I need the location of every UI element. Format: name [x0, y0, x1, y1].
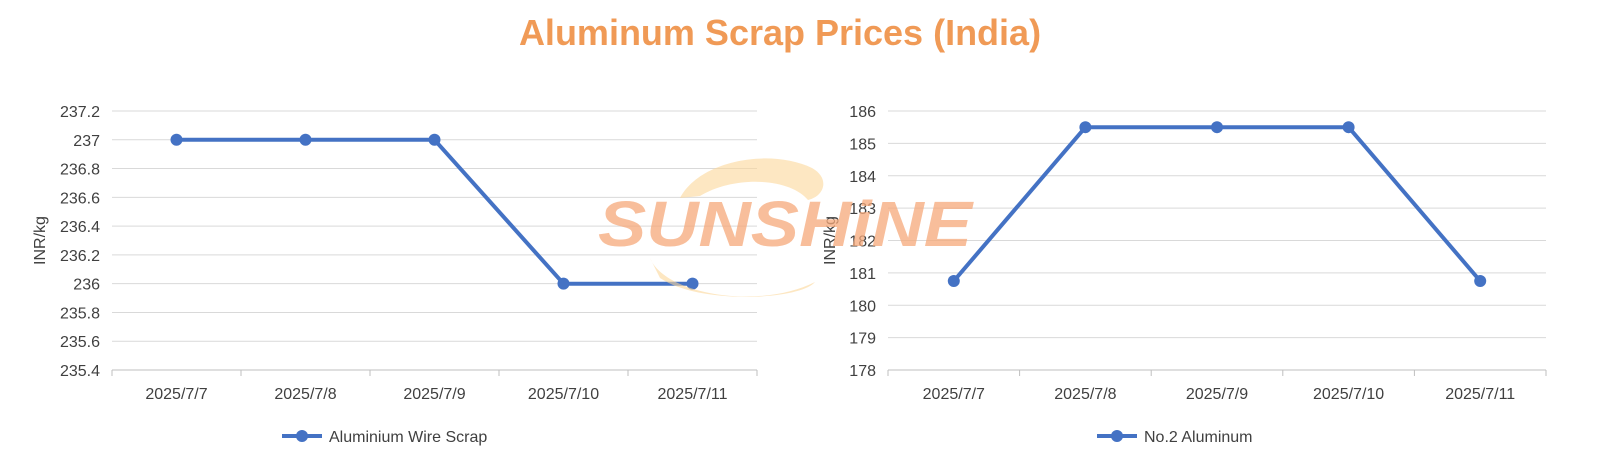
y-tick-label: 237 — [73, 133, 100, 150]
data-point — [947, 274, 960, 287]
y-tick-label: 184 — [849, 169, 876, 186]
legend-marker — [1111, 430, 1123, 442]
legend-label: No.2 Aluminum — [1144, 429, 1253, 446]
data-point — [299, 133, 312, 146]
y-tick-label: 178 — [849, 363, 876, 380]
data-point — [170, 133, 183, 146]
legend-label: Aluminium Wire Scrap — [329, 429, 487, 446]
x-tick-label: 2025/7/10 — [1313, 386, 1384, 403]
y-tick-label: 235.8 — [60, 305, 100, 322]
y-axis-title: INR/kg — [822, 216, 839, 265]
y-axis-title: INR/kg — [32, 216, 49, 265]
x-tick-label: 2025/7/11 — [1445, 386, 1515, 403]
y-tick-label: 185 — [849, 136, 876, 153]
data-point — [557, 277, 570, 290]
y-tick-label: 186 — [849, 104, 876, 121]
y-tick-label: 237.2 — [60, 104, 100, 121]
y-tick-label: 181 — [849, 266, 876, 283]
y-tick-label: 183 — [849, 201, 876, 218]
page-title: Aluminum Scrap Prices (India) — [518, 12, 1042, 53]
x-tick-label: 2025/7/9 — [403, 386, 465, 403]
y-tick-label: 236 — [73, 277, 100, 294]
watermark-arc-lower — [650, 258, 815, 297]
y-tick-label: 235.6 — [60, 334, 100, 351]
y-tick-label: 236.8 — [60, 162, 100, 179]
chart-2: 178 179 180 181 182 183 184 185 186 2025/7/7 2025/… — [822, 104, 1547, 446]
x-tick-label: 2025/7/7 — [923, 386, 985, 403]
y-tick-label: 235.4 — [60, 363, 100, 380]
legend-marker — [296, 430, 308, 442]
data-point — [686, 277, 699, 290]
x-tick-label: 2025/7/8 — [1054, 386, 1116, 403]
x-tick-label: 2025/7/11 — [658, 386, 728, 403]
y-tick-label: 236.4 — [60, 219, 100, 236]
x-tick-label: 2025/7/7 — [145, 386, 207, 403]
y-tick-label: 179 — [849, 331, 876, 348]
data-point — [1342, 121, 1355, 134]
y-tick-label: 236.6 — [60, 190, 100, 207]
y-tick-label: 180 — [849, 298, 876, 315]
sunshine-watermark-logo: SUNSHiNE — [598, 158, 975, 297]
watermark-arc-upper — [680, 158, 824, 200]
series-line — [951, 125, 1483, 283]
y-tick-label: 236.2 — [60, 248, 100, 265]
x-tick-label: 2025/7/10 — [528, 386, 599, 403]
data-point — [1079, 121, 1092, 134]
charts-layer: 235.4 235.6 235.8 236 236.2 236.4 236.6 236.8 23… — [32, 104, 1547, 446]
watermark-text: SUNSHiNE — [598, 188, 975, 260]
x-tick-label: 2025/7/8 — [274, 386, 336, 403]
y-tick-label: 182 — [849, 234, 876, 251]
chart-1: 235.4 235.6 235.8 236 236.2 236.4 236.6 236.8 23… — [32, 104, 758, 446]
data-point — [1211, 121, 1223, 134]
data-point — [428, 133, 441, 146]
data-point — [1474, 274, 1487, 287]
x-tick-label: 2025/7/9 — [1186, 386, 1248, 403]
